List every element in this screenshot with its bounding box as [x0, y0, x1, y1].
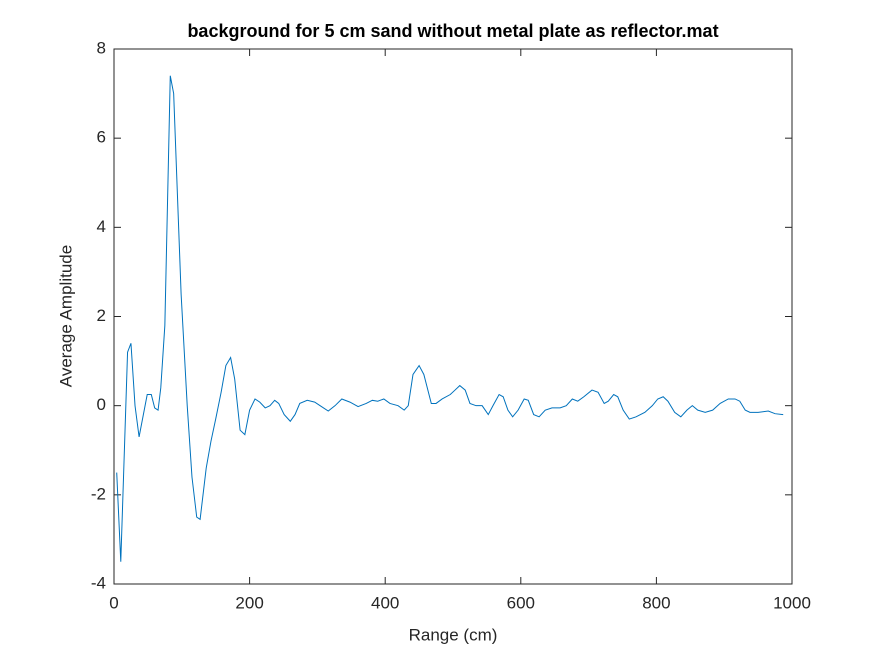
y-tick-label: 4	[97, 217, 106, 236]
data-line	[116, 75, 784, 562]
y-tick-label: -4	[91, 573, 106, 592]
y-tick-label: 0	[97, 395, 106, 414]
x-tick-label: 0	[109, 593, 118, 612]
x-axis-label: Range (cm)	[409, 625, 498, 644]
x-tick-label: 200	[235, 593, 263, 612]
y-tick-label: -2	[91, 484, 106, 503]
x-tick-label: 400	[371, 593, 399, 612]
y-axis-label: Average Amplitude	[56, 245, 75, 387]
y-tick-label: 8	[97, 38, 106, 57]
y-tick-label: 2	[97, 306, 106, 325]
x-tick-label: 1000	[773, 593, 811, 612]
axes-box	[113, 48, 793, 585]
chart-title: background for 5 cm sand without metal p…	[187, 21, 718, 41]
x-tick-label: 600	[507, 593, 535, 612]
y-tick-label: 6	[97, 128, 106, 147]
x-tick-label: 800	[642, 593, 670, 612]
